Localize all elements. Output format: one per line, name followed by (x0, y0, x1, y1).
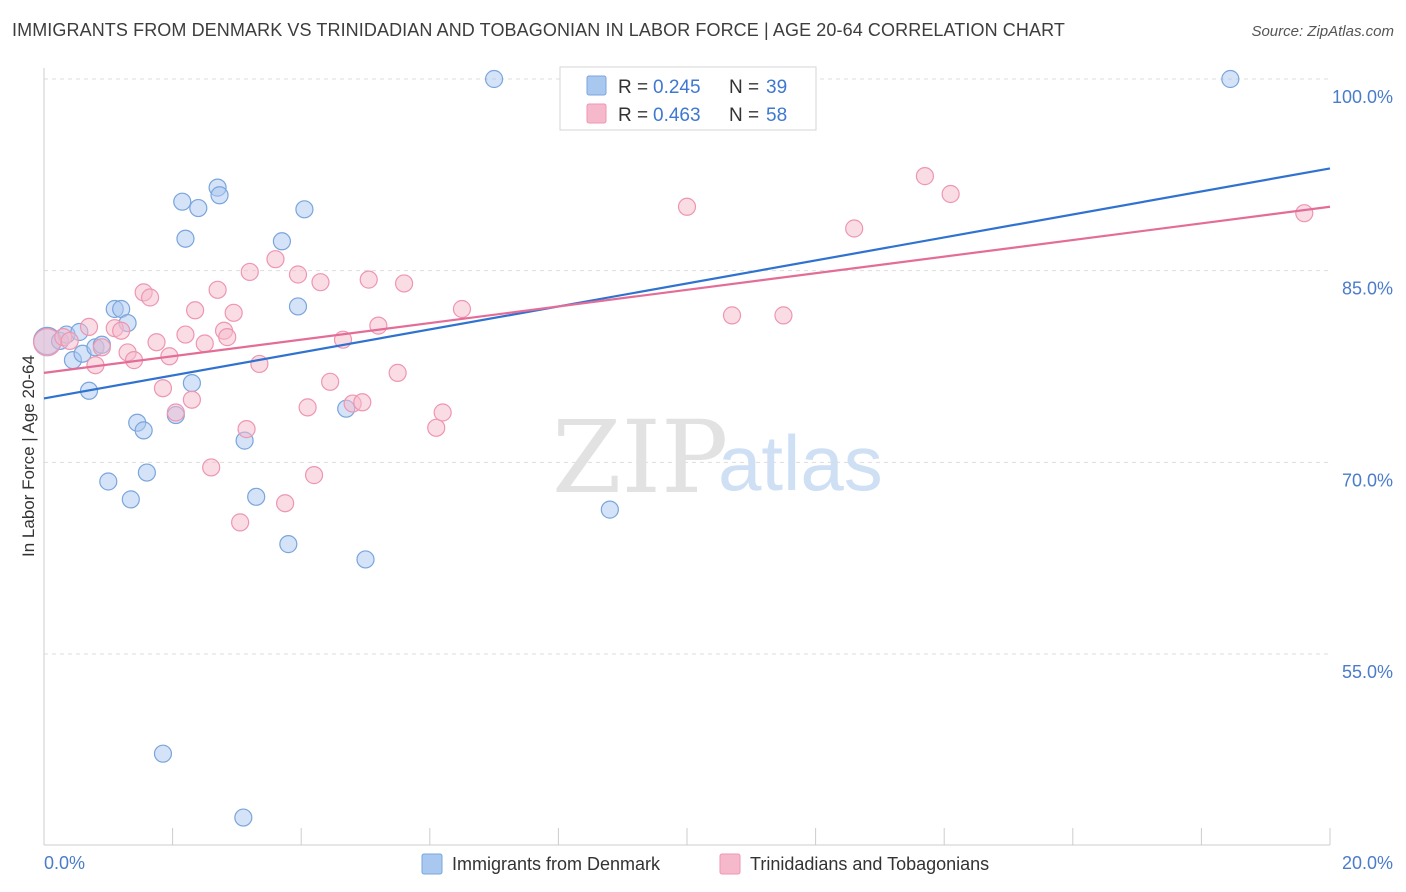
point-denmark (173, 192, 192, 211)
y-axis-label: In Labor Force | Age 20-64 (19, 355, 38, 557)
point-trinidad (427, 418, 446, 437)
legend-swatch-denmark (586, 75, 607, 96)
point-denmark (210, 186, 229, 205)
point-trinidad (202, 458, 221, 477)
point-trinidad (240, 262, 259, 282)
point-denmark (485, 69, 504, 89)
watermark-zip: ZIP (552, 399, 728, 516)
point-trinidad (276, 494, 295, 513)
point-trinidad (845, 219, 864, 238)
point-trinidad (433, 403, 452, 422)
point-denmark (600, 500, 619, 519)
trendline-denmark (43, 167, 1331, 400)
point-trinidad (353, 393, 372, 412)
point-trinidad (147, 333, 166, 352)
point-denmark (121, 490, 140, 509)
point-denmark (279, 535, 298, 554)
point-trinidad (941, 184, 960, 204)
point-denmark (176, 229, 195, 248)
legend-swatch-denmark (421, 853, 443, 875)
point-trinidad (60, 331, 79, 351)
legend-r-label: R = (618, 105, 653, 126)
x-tick-label-min: 0.0% (44, 853, 85, 873)
point-trinidad (79, 317, 99, 336)
point-trinidad (359, 270, 378, 289)
point-trinidad (304, 466, 324, 485)
y-tick-label: 70.0% (1342, 470, 1393, 490)
trendline-trinidad (43, 205, 1331, 374)
point-trinidad (774, 306, 793, 325)
legend-n-label: N = (729, 105, 764, 126)
point-denmark (137, 463, 156, 482)
point-trinidad (321, 372, 340, 391)
point-trinidad (915, 167, 935, 186)
legend-n-value: 58 (766, 105, 787, 126)
legend-row-trinidad: R = 0.463 N = 58 (618, 105, 787, 126)
point-trinidad (677, 197, 697, 216)
grid (44, 78, 1330, 655)
point-trinidad (224, 303, 243, 322)
point-trinidad (231, 513, 250, 532)
legend-n-value: 39 (766, 77, 787, 98)
point-trinidad (166, 403, 185, 422)
point-trinidad (237, 420, 256, 439)
point-trinidad (452, 299, 472, 319)
point-denmark (234, 808, 253, 827)
point-trinidad (176, 325, 195, 344)
point-denmark (295, 200, 314, 219)
point-trinidad (186, 301, 205, 320)
source-label: Source: ZipAtlas.com (1251, 23, 1394, 40)
watermark-atlas: atlas (718, 419, 883, 507)
point-denmark (1221, 69, 1240, 89)
point-trinidad (298, 398, 317, 417)
stats-legend: R = 0.245 N = 39 R = 0.463 N = 58 (559, 66, 817, 131)
point-trinidad (195, 334, 214, 353)
point-trinidad (394, 274, 414, 293)
legend-label-trinidad: Trinidadians and Tobagonians (750, 854, 989, 874)
watermark: ZIP atlas (552, 399, 883, 516)
legend-swatch-trinidad (586, 103, 607, 124)
chart-title: IMMIGRANTS FROM DENMARK VS TRINIDADIAN A… (12, 20, 1065, 40)
point-denmark (288, 297, 308, 316)
trend-lines (43, 167, 1331, 400)
point-trinidad (140, 288, 160, 307)
point-trinidad (153, 379, 173, 398)
y-tick-label: 100.0% (1332, 87, 1393, 107)
y-axis-tick-labels: 55.0% 70.0% 85.0% 100.0% (1332, 87, 1393, 682)
x-tick-label-max: 20.0% (1342, 853, 1393, 873)
point-trinidad (388, 363, 407, 382)
point-trinidad (266, 250, 285, 269)
x-axis-ticks (43, 828, 1331, 845)
point-denmark (134, 421, 153, 440)
legend-label-denmark: Immigrants from Denmark (452, 854, 661, 874)
legend-r-value: 0.463 (653, 105, 701, 126)
legend-n-label: N = (729, 77, 764, 98)
point-trinidad (218, 328, 237, 347)
point-trinidad (208, 280, 227, 299)
point-denmark (99, 472, 118, 491)
point-trinidad (311, 273, 330, 292)
point-denmark (272, 232, 292, 251)
point-trinidad (1295, 204, 1314, 223)
series-legend: Immigrants from Denmark Trinidadians and… (421, 853, 989, 875)
point-trinidad (288, 265, 308, 284)
legend-swatch-trinidad (719, 853, 741, 875)
point-denmark (153, 744, 173, 763)
y-tick-label: 85.0% (1342, 279, 1393, 299)
point-trinidad (182, 390, 201, 409)
point-trinidad (92, 338, 111, 357)
legend-row-denmark: R = 0.245 N = 39 (618, 77, 787, 98)
y-tick-label: 55.0% (1342, 662, 1393, 682)
legend-r-value: 0.245 (653, 77, 701, 98)
point-trinidad (722, 306, 742, 325)
point-denmark (189, 198, 208, 218)
point-trinidad (112, 321, 131, 340)
point-denmark (182, 374, 201, 393)
point-denmark (356, 550, 375, 569)
legend-r-label: R = (618, 77, 653, 98)
point-denmark (247, 487, 266, 506)
